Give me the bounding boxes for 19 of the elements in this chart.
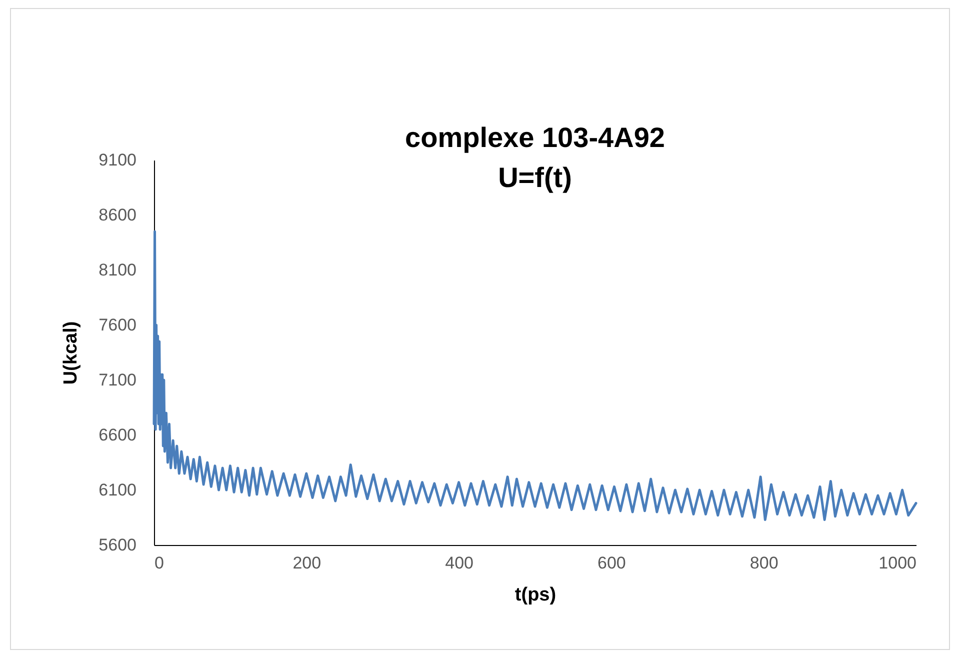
y-tick-label: 9100 bbox=[98, 150, 136, 170]
y-tick-label: 8100 bbox=[98, 260, 136, 280]
y-tick-label: 6100 bbox=[98, 480, 136, 500]
x-tick-label: 400 bbox=[445, 554, 474, 572]
y-tick-label: 5600 bbox=[98, 536, 136, 554]
x-tick-label: 600 bbox=[598, 554, 626, 572]
x-axis-title: t(ps) bbox=[514, 584, 556, 606]
chart-subtitle: U=f(t) bbox=[498, 162, 572, 193]
y-axis-title: U(kcal) bbox=[60, 321, 82, 385]
x-tick-label: 0 bbox=[154, 554, 164, 572]
y-tick-label: 6600 bbox=[98, 426, 136, 444]
y-tick-label: 7600 bbox=[98, 316, 136, 334]
x-tick-label: 800 bbox=[750, 554, 778, 572]
chart-title: complexe 103-4A92 bbox=[405, 122, 665, 153]
y-tick-label: 7100 bbox=[98, 370, 136, 390]
x-tick-label: 1000 bbox=[878, 554, 916, 572]
line-series bbox=[152, 230, 918, 521]
x-tick-label: 200 bbox=[292, 554, 322, 572]
y-tick-label: 8600 bbox=[98, 206, 136, 224]
